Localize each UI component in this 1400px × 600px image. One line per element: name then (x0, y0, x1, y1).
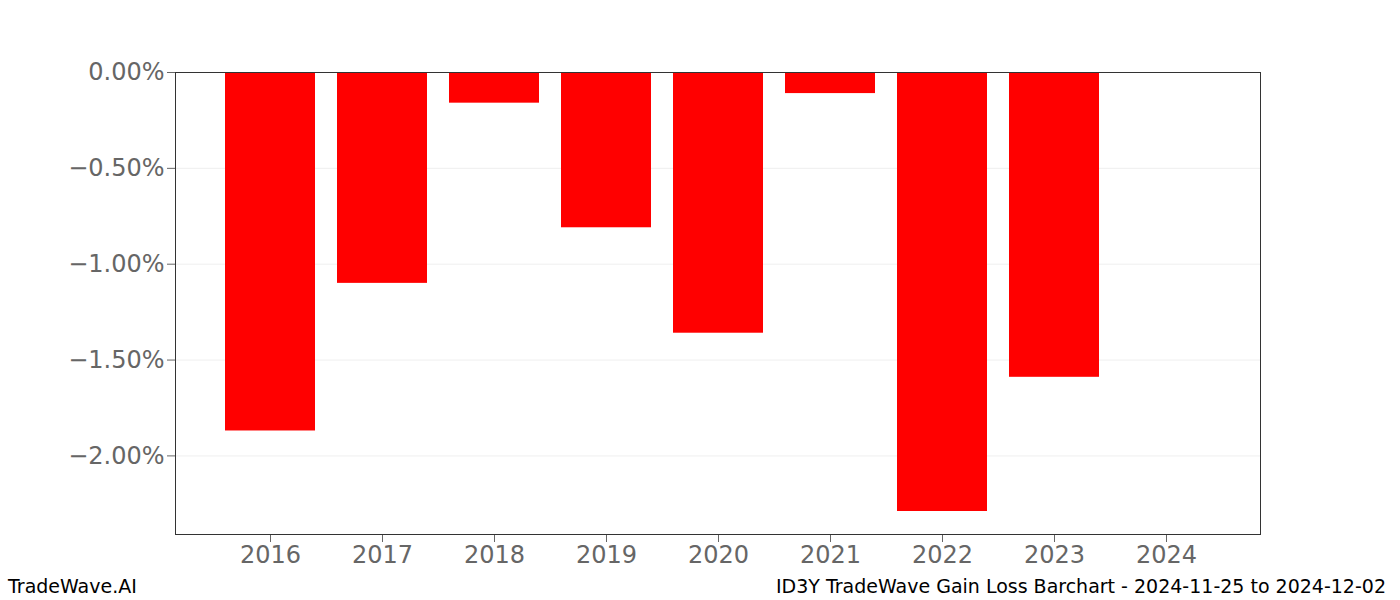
svg-text:2022: 2022 (912, 541, 973, 569)
svg-text:2021: 2021 (800, 541, 861, 569)
svg-text:2017: 2017 (352, 541, 413, 569)
svg-text:−2.00%: −2.00% (68, 442, 164, 470)
svg-text:2016: 2016 (240, 541, 301, 569)
svg-text:−1.50%: −1.50% (68, 346, 164, 374)
svg-text:2018: 2018 (464, 541, 525, 569)
svg-text:2019: 2019 (576, 541, 637, 569)
svg-text:0.00%: 0.00% (88, 58, 164, 86)
html-text:ID3Y TradeWave Gain Loss Barch: ID3Y TradeWave Gain Loss Barchart - 2024… (776, 575, 1386, 597)
svg-text:2024: 2024 (1136, 541, 1197, 569)
svg-text:2023: 2023 (1024, 541, 1085, 569)
svg-text:−1.00%: −1.00% (68, 250, 164, 278)
svg-text:2020: 2020 (688, 541, 749, 569)
svg-text:−0.50%: −0.50% (68, 154, 164, 182)
html-text:TradeWave.AI: TradeWave.AI (8, 575, 137, 597)
